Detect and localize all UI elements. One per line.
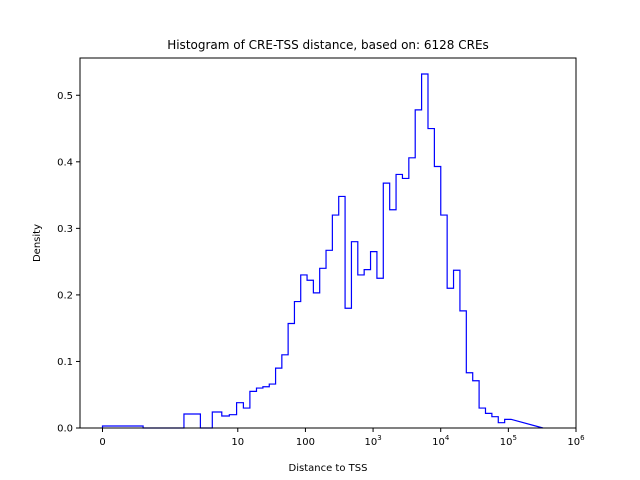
chart-title: Histogram of CRE-TSS distance, based on:…: [167, 38, 489, 52]
y-tick-label: 0.2: [57, 290, 73, 301]
plot-frame: [79, 57, 577, 429]
x-tick-label: 10: [231, 437, 244, 448]
x-axis-label: Distance to TSS: [289, 463, 368, 474]
x-tick-label: 100: [296, 437, 315, 448]
y-tick-label: 0.3: [57, 224, 73, 235]
y-tick-label: 0.1: [57, 357, 73, 368]
y-tick-label: 0.4: [57, 157, 73, 168]
y-axis-ticks: 0.0 0.1 0.2 0.3 0.4 0.5: [57, 91, 80, 435]
y-tick-label: 0.0: [57, 424, 73, 435]
y-axis-label: Density: [32, 224, 43, 262]
histogram-step-line: [101, 73, 544, 429]
histogram-bars: [101, 73, 544, 429]
x-tick-label: 0: [99, 437, 105, 448]
y-tick-label: 0.5: [57, 91, 73, 102]
